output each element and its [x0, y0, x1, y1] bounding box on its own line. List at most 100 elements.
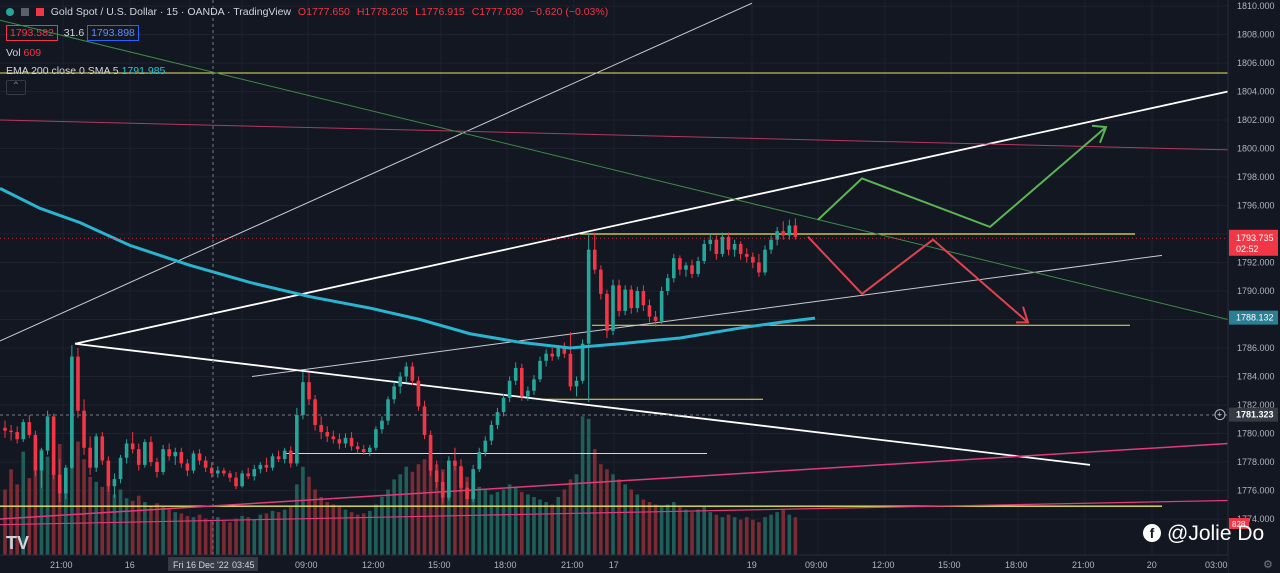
- sell-button[interactable]: 1793.582: [6, 25, 58, 41]
- buy-button[interactable]: 1793.898: [87, 25, 139, 41]
- volume-bar: [179, 513, 184, 555]
- candle: [641, 291, 646, 306]
- symbol-header: Gold Spot / U.S. Dollar · 15 · OANDA · T…: [6, 6, 612, 18]
- candle: [672, 258, 676, 279]
- candle: [507, 380, 512, 398]
- candle: [635, 291, 640, 309]
- y-tick-label: 1786.000: [1237, 343, 1275, 353]
- volume-bar: [428, 454, 433, 555]
- volume-indicator-legend[interactable]: Vol 609: [6, 47, 41, 59]
- price-axis[interactable]: [1228, 0, 1280, 573]
- candle: [738, 243, 743, 254]
- alert-icon[interactable]: [35, 8, 44, 16]
- vol-value: 609: [23, 47, 42, 59]
- trendline-pink-upper[interactable]: [0, 119, 1229, 151]
- volume-tag: [1229, 518, 1249, 529]
- bullish-projection-arrow[interactable]: [817, 126, 1107, 229]
- trendline-upper-thin[interactable]: [0, 2, 753, 342]
- bearish-projection-arrow[interactable]: [807, 236, 1029, 324]
- candle: [659, 291, 664, 321]
- candle: [787, 225, 792, 236]
- candle: [57, 474, 62, 494]
- candle: [240, 473, 244, 487]
- volume-bar: [197, 514, 202, 555]
- trendline-pink-lower[interactable]: [0, 442, 1229, 520]
- crosshair-time-label: [168, 557, 258, 571]
- volume-bar: [574, 474, 579, 555]
- candle: [501, 397, 506, 413]
- trendline-green[interactable]: [0, 19, 1229, 320]
- watermark-text: @Jolie Do: [1167, 522, 1265, 545]
- market-status-icon: [6, 8, 14, 16]
- current-price-label: 1793.735: [1236, 233, 1274, 243]
- eye-icon[interactable]: [20, 8, 29, 16]
- trendline-lower-thin[interactable]: [251, 254, 1163, 377]
- volume-bar: [313, 489, 317, 555]
- volume-bar: [781, 509, 786, 555]
- candle: [70, 356, 74, 468]
- candle: [702, 243, 706, 262]
- volume-bar: [501, 489, 506, 555]
- volume-bar: [106, 479, 111, 555]
- volume-bar: [203, 518, 208, 555]
- x-tick-label: 15:00: [938, 560, 961, 570]
- volume-bar: [702, 507, 706, 555]
- candle: [629, 289, 634, 309]
- volume-bar: [751, 519, 755, 555]
- candle: [88, 447, 92, 468]
- y-tick-label: 1782.000: [1237, 400, 1275, 410]
- ema-indicator-legend[interactable]: EMA 200 close 0 SMA 5 1791.985: [6, 65, 165, 77]
- y-tick-label: 1784.000: [1237, 372, 1275, 382]
- arrow-head-up[interactable]: [1091, 124, 1108, 144]
- add-alert-icon[interactable]: [1214, 409, 1226, 421]
- volume-bar: [124, 498, 129, 555]
- candle: [732, 243, 737, 250]
- volume-bar: [130, 500, 135, 555]
- candle: [574, 380, 579, 387]
- ema-line[interactable]: [0, 187, 816, 350]
- trendline-pink-bottom[interactable]: [0, 499, 1229, 526]
- volume-bar: [447, 461, 451, 555]
- volume-bar: [732, 517, 737, 555]
- volume-bar: [337, 507, 342, 555]
- add-alert-plus: +: [1217, 410, 1222, 420]
- trendline-upper-channel[interactable]: [74, 90, 1229, 345]
- volume-bar: [611, 474, 615, 555]
- candle: [793, 225, 798, 237]
- candle: [130, 443, 135, 450]
- candle: [216, 470, 220, 474]
- candle: [647, 305, 652, 317]
- candle: [3, 427, 7, 431]
- x-tick-label: 19: [747, 560, 757, 570]
- time-axis[interactable]: [0, 555, 1228, 573]
- volume-bar: [288, 507, 293, 555]
- arrow-head-down[interactable]: [1016, 306, 1030, 324]
- candle: [386, 399, 390, 421]
- volume-bar: [270, 510, 275, 555]
- gear-icon[interactable]: ⚙: [1263, 559, 1273, 571]
- candle: [586, 249, 591, 344]
- chevron-up-icon[interactable]: ⌃: [6, 80, 26, 95]
- volume-bar: [276, 512, 281, 555]
- candle: [270, 456, 275, 468]
- volume-bar: [538, 499, 542, 555]
- ema-price-label: 1788.132: [1236, 313, 1274, 323]
- volume-bar: [3, 489, 7, 555]
- ohlc-low: L1776.915: [415, 6, 465, 18]
- trendline-descending[interactable]: [74, 342, 1091, 466]
- volume-bar: [744, 517, 749, 555]
- candle: [489, 424, 494, 441]
- volume-bar: [349, 512, 354, 555]
- volume-bar: [434, 464, 439, 555]
- candle: [39, 450, 44, 471]
- trade-buttons: 1793.582 31.6 1793.898: [6, 25, 142, 41]
- volume-bar: [88, 476, 92, 555]
- candle: [149, 442, 153, 462]
- ema-value: 1791.985: [121, 65, 166, 77]
- volume-bar: [513, 486, 518, 555]
- volume-bar: [416, 464, 421, 555]
- y-tick-label: 1802.000: [1237, 115, 1275, 125]
- candle: [45, 416, 50, 451]
